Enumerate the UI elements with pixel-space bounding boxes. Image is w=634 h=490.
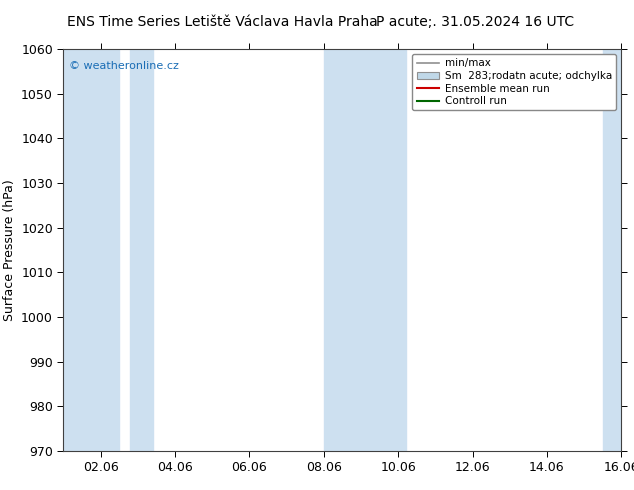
Y-axis label: Surface Pressure (hPa): Surface Pressure (hPa) [3, 179, 16, 321]
Text: © weatheronline.cz: © weatheronline.cz [69, 61, 179, 71]
Bar [45, 49, 119, 451]
Text: ENS Time Series Letiště Václava Havla Praha: ENS Time Series Letiště Václava Havla Pr… [67, 15, 377, 29]
Bar [324, 49, 406, 451]
Text: P acute;. 31.05.2024 16 UTC: P acute;. 31.05.2024 16 UTC [377, 15, 574, 29]
Bar [603, 49, 634, 451]
Legend: min/max, Sm  283;rodatn acute; odchylka, Ensemble mean run, Controll run: min/max, Sm 283;rodatn acute; odchylka, … [412, 54, 616, 110]
Bar [131, 49, 153, 451]
